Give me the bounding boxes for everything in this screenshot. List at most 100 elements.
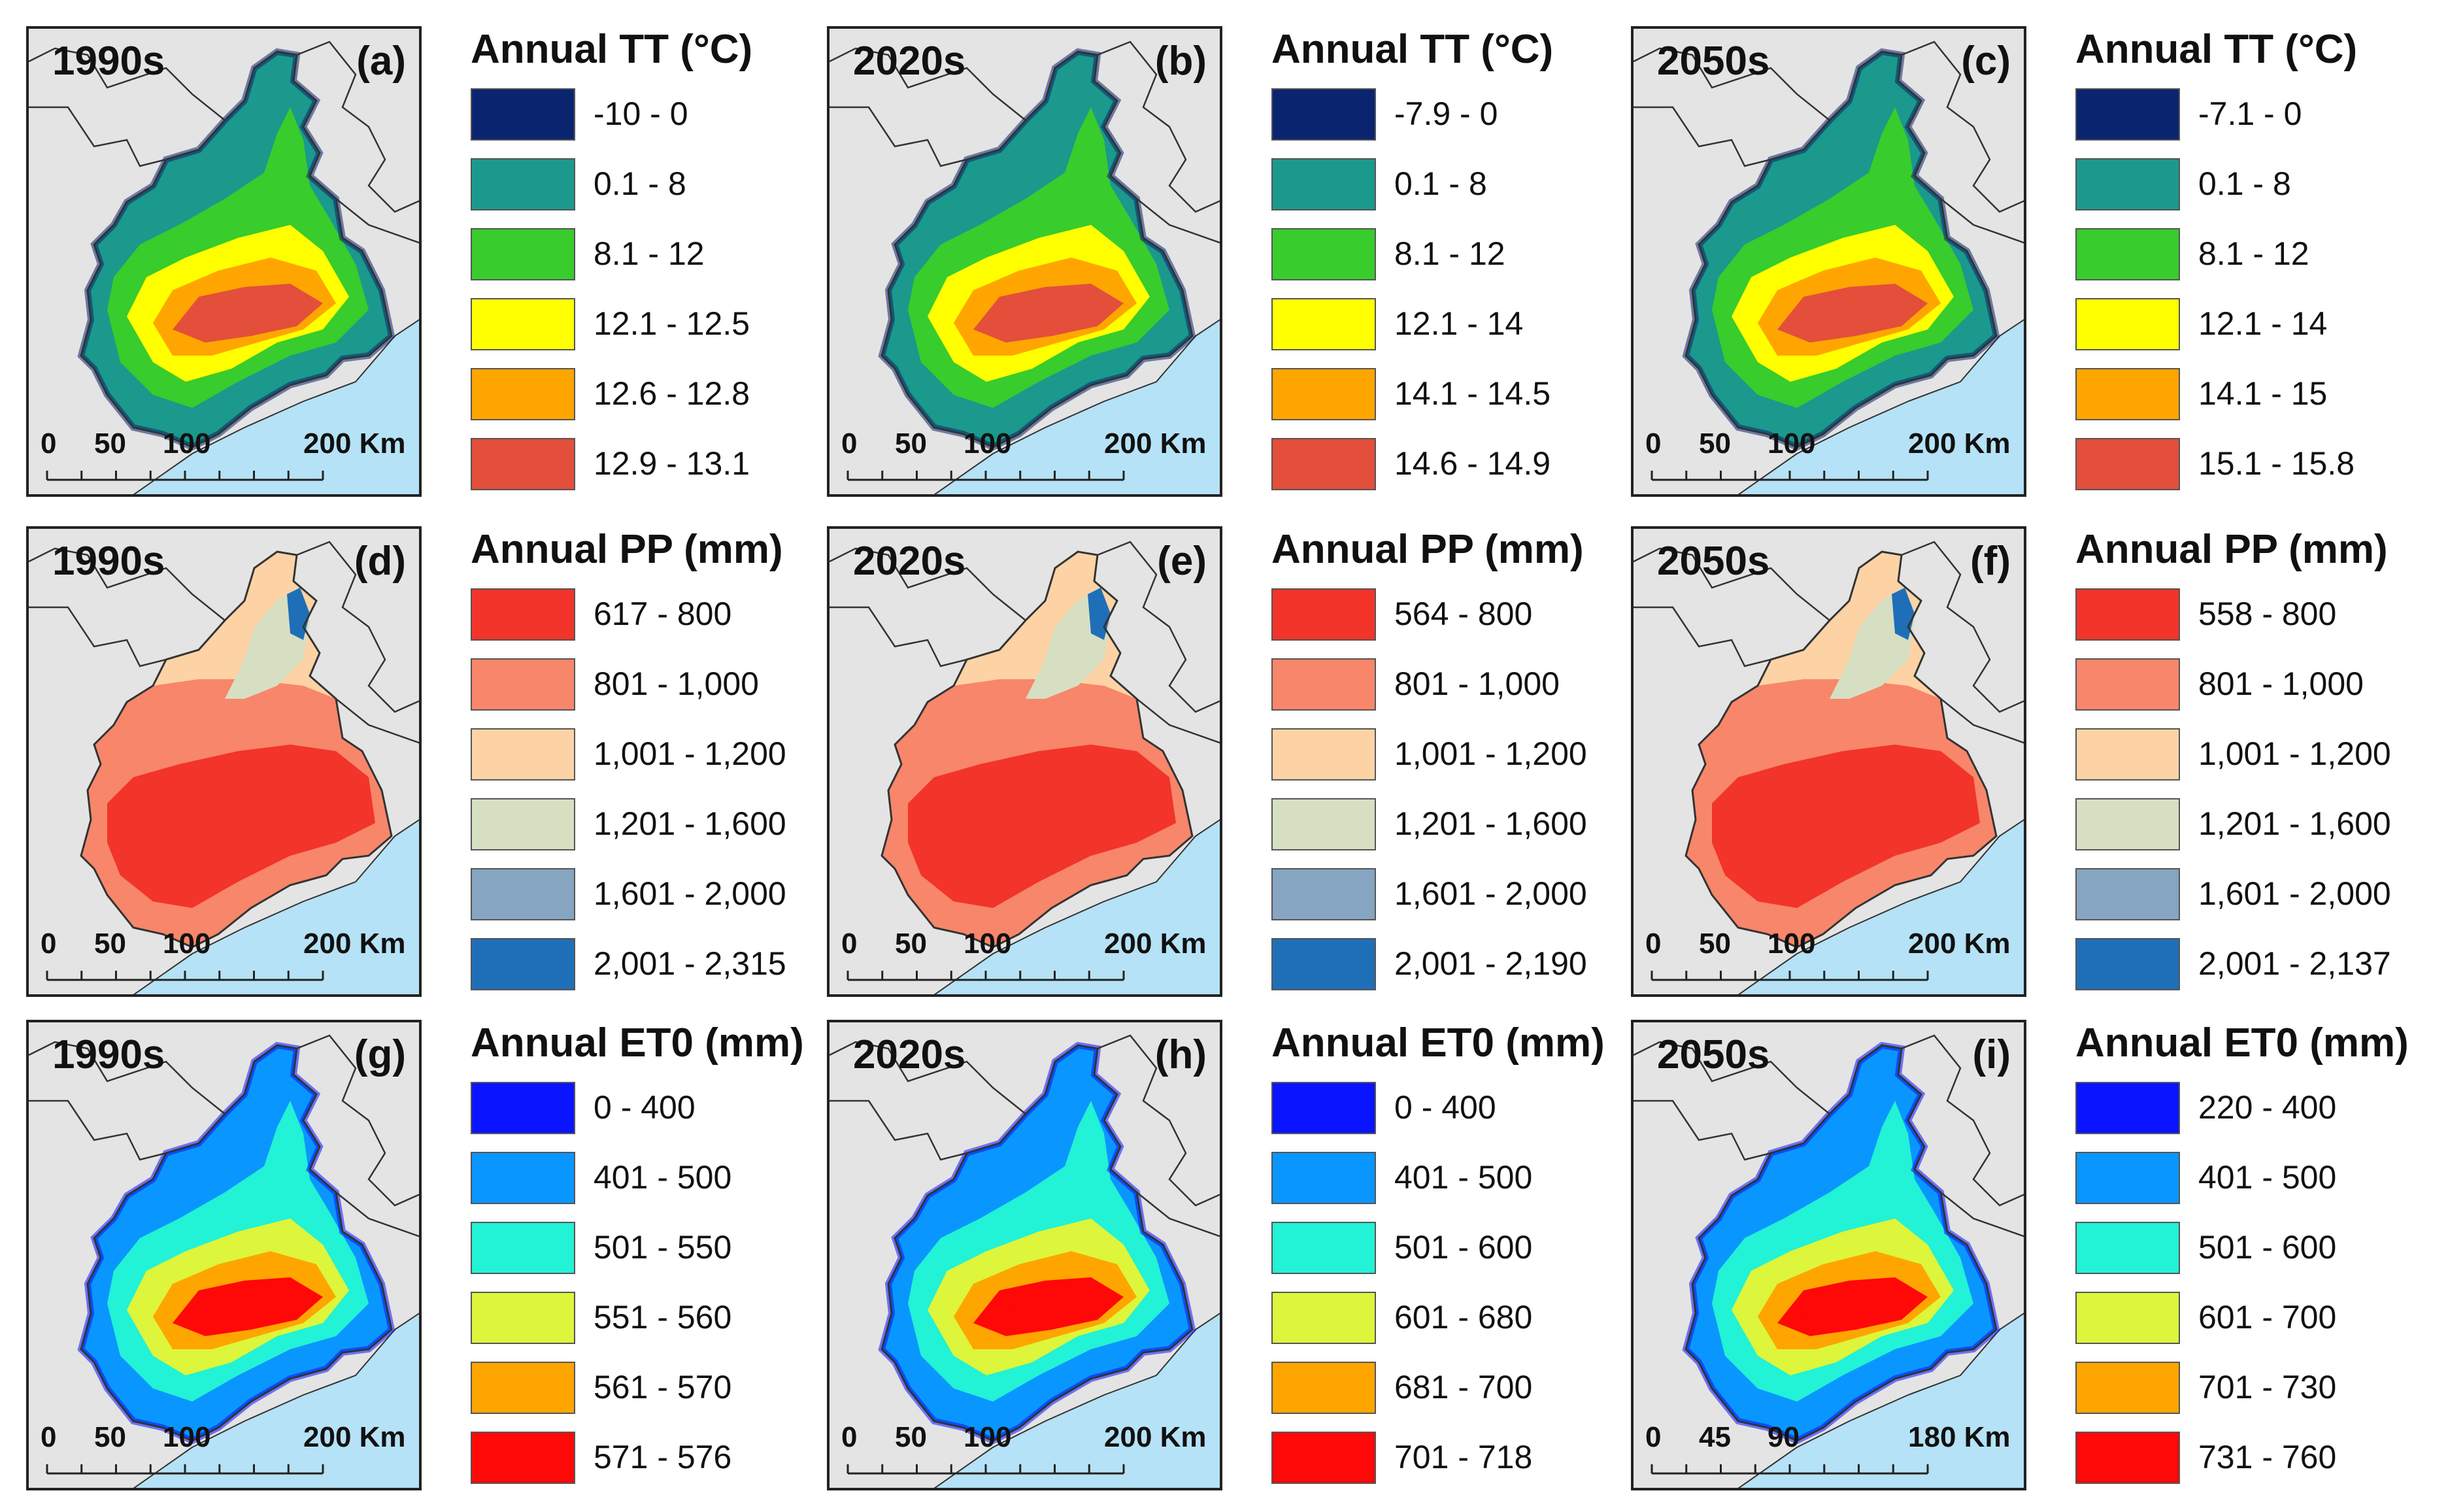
legend-range-label: 12.1 - 14 [2198, 305, 2328, 342]
scalebar-tick-label: 200 Km [1908, 428, 2011, 460]
scalebar-tick-label: 100 [964, 1421, 1012, 1453]
legend-swatch [1271, 1362, 1376, 1414]
legend-range-label: 12.1 - 12.5 [594, 305, 750, 342]
legend-swatch [2075, 938, 2180, 990]
legend-range-label: -7.9 - 0 [1394, 95, 1498, 132]
panel-letter: (h) [1154, 1032, 1207, 1077]
legend-item: 801 - 1,000 [2075, 658, 2428, 712]
legend: Annual ET0 (mm) 220 - 400 401 - 500 501 - 6… [2075, 1020, 2428, 1490]
map-canvas [830, 541, 1220, 994]
zone-et0-5 [993, 1294, 1104, 1326]
legend-item: -10 - 0 [471, 88, 824, 142]
legend-swatch [471, 1082, 575, 1134]
legend-range-label: 801 - 1,000 [594, 665, 759, 702]
scalebar-tick-label: 200 Km [1908, 928, 2011, 960]
scalebar-labels: 0 50 100 200 Km [830, 428, 1220, 467]
legend-title: Annual ET0 (mm) [1271, 1020, 1605, 1066]
legend-range-label: 14.1 - 14.5 [1394, 375, 1551, 412]
era-label: 2050s [1657, 39, 1770, 84]
scalebar-tick-label: 100 [163, 428, 211, 460]
scalebar [847, 471, 1125, 481]
legend-item: 501 - 600 [1271, 1222, 1624, 1275]
zone-pp-4 [1830, 588, 1915, 699]
legend-title: Annual PP (mm) [2075, 527, 2388, 572]
scalebar-tick-label: 200 Km [303, 428, 406, 460]
legend-range-label: 1,601 - 2,000 [594, 875, 786, 912]
legend-range-label: 1,001 - 1,200 [1394, 735, 1587, 772]
legend-range-label: 501 - 600 [1394, 1229, 1533, 1266]
legend-item: 0 - 400 [1271, 1082, 1624, 1135]
legend-swatch [2075, 88, 2180, 141]
map-canvas [830, 1034, 1220, 1488]
legend-swatch [1271, 298, 1376, 350]
legend-title: Annual ET0 (mm) [2075, 1020, 2409, 1066]
legend-item: 2,001 - 2,190 [1271, 938, 1624, 992]
legend-range-label: 1,201 - 1,600 [2198, 805, 2391, 842]
legend-range-label: 12.1 - 14 [1394, 305, 1524, 342]
scalebar-tick-label: 50 [94, 928, 126, 960]
panel-letter: (d) [354, 539, 406, 584]
era-label: 1990s [52, 1032, 165, 1077]
map-frame: 2020s (b) 0 50 100 200 Km [827, 26, 1222, 497]
legend-item: 8.1 - 12 [471, 228, 824, 282]
legend-item: 14.1 - 15 [2075, 368, 2428, 422]
legend-range-label: 1,001 - 1,200 [594, 735, 786, 772]
legend: Annual ET0 (mm) 0 - 400 401 - 500 501 - 600… [1271, 1020, 1624, 1490]
legend-swatch [2075, 1152, 2180, 1204]
legend-range-label: 1,201 - 1,600 [1394, 805, 1587, 842]
sea-area [933, 819, 1220, 994]
zone-tt-5 [1797, 300, 1908, 333]
legend-item: 681 - 700 [1271, 1362, 1624, 1415]
map-frame: 2050s (i) 0 45 90 180 Km [1631, 1020, 2026, 1490]
scalebar [847, 971, 1125, 981]
legend-item: 15.1 - 15.8 [2075, 438, 2428, 492]
legend-swatch [1271, 588, 1376, 641]
legend-item: 571 - 576 [471, 1432, 824, 1485]
scalebar-tick-label: 100 [163, 928, 211, 960]
legend-swatch [471, 158, 575, 210]
legend-item: 220 - 400 [2075, 1082, 2428, 1135]
scalebar-tick-label: 45 [1699, 1421, 1731, 1453]
legend-range-label: 12.6 - 12.8 [594, 375, 750, 412]
legend-swatch [471, 368, 575, 420]
scalebar-labels: 0 45 90 180 Km [1634, 1421, 2024, 1460]
legend-swatch [2075, 588, 2180, 641]
legend-range-label: 701 - 718 [1394, 1439, 1533, 1475]
legend: Annual PP (mm) 558 - 800 801 - 1,000 1,001 … [2075, 526, 2428, 997]
legend-item: 1,001 - 1,200 [2075, 728, 2428, 782]
legend-swatch [471, 1432, 575, 1484]
panel-letter: (g) [354, 1032, 406, 1077]
legend-range-label: 220 - 400 [2198, 1089, 2337, 1126]
legend-range-label: 12.9 - 13.1 [594, 445, 750, 482]
map-canvas [29, 1034, 419, 1488]
legend-swatch [471, 868, 575, 920]
legend-item: 2,001 - 2,137 [2075, 938, 2428, 992]
map-frame: 2020s (e) 0 50 100 200 Km [827, 526, 1222, 997]
era-label: 1990s [52, 539, 165, 584]
legend: Annual PP (mm) 564 - 800 801 - 1,000 1,001 … [1271, 526, 1624, 997]
era-label: 2020s [853, 539, 966, 584]
legend-item: 731 - 760 [2075, 1432, 2428, 1485]
legend-swatch [2075, 798, 2180, 850]
scalebar-tick-label: 90 [1768, 1421, 1800, 1453]
legend-item: 401 - 500 [471, 1152, 824, 1205]
scalebar-tick-label: 0 [841, 428, 858, 460]
legend-range-label: 601 - 700 [2198, 1299, 2337, 1336]
scalebar-tick-label: 0 [41, 928, 57, 960]
zone-pp-4 [225, 588, 310, 699]
legend-item: 8.1 - 12 [1271, 228, 1624, 282]
legend-item: 0.1 - 8 [471, 158, 824, 212]
scalebar-labels: 0 50 100 200 Km [830, 1421, 1220, 1460]
scalebar-tick-label: 0 [1645, 1421, 1662, 1453]
scalebar [46, 971, 324, 981]
legend-title: Annual TT (°C) [471, 27, 753, 72]
legend-swatch [2075, 368, 2180, 420]
scalebar-tick-label: 200 Km [303, 1421, 406, 1453]
scalebar-tick-label: 100 [964, 428, 1012, 460]
legend-range-label: 601 - 680 [1394, 1299, 1533, 1336]
legend-range-label: 0 - 400 [594, 1089, 696, 1126]
legend-range-label: 501 - 550 [594, 1229, 732, 1266]
scalebar-tick-label: 200 Km [303, 928, 406, 960]
legend-item: 14.1 - 14.5 [1271, 368, 1624, 422]
scalebar [847, 1464, 1125, 1475]
